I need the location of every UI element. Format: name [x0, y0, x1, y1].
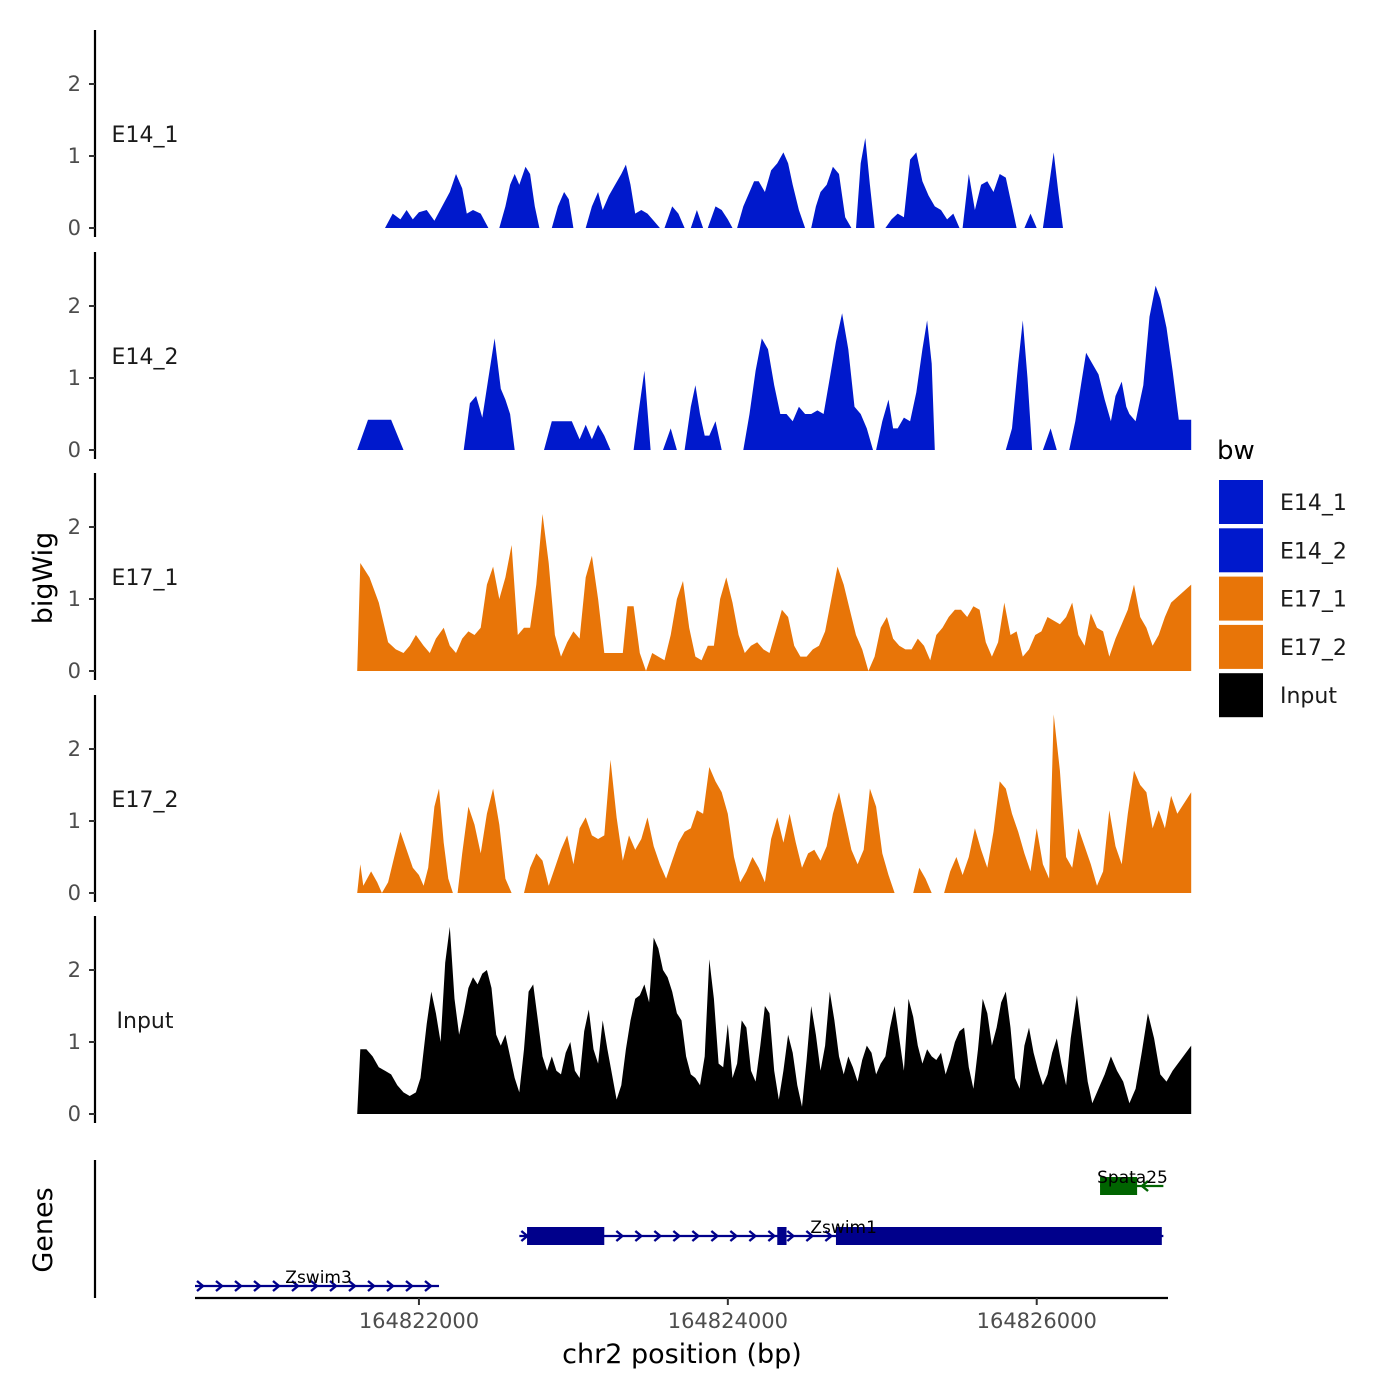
strand-arrow — [1140, 1180, 1149, 1192]
strand-arrow — [424, 1280, 433, 1292]
track-label: Input — [117, 1009, 174, 1034]
y-tick-label: 2 — [68, 294, 81, 318]
track-label: E14_1 — [112, 123, 179, 148]
legend-label: E17_2 — [1280, 636, 1347, 661]
y-tick-label: 0 — [68, 438, 81, 462]
legend: bw E14_1 E14_2 E17_1 E17_2 Input — [1217, 436, 1347, 718]
gene-label: Zswim3 — [285, 1268, 352, 1288]
strand-arrow — [367, 1280, 376, 1292]
area-Input — [357, 926, 1192, 1114]
y-tick-label: 2 — [68, 737, 81, 761]
exon — [835, 1227, 1162, 1245]
legend-label: Input — [1280, 684, 1337, 709]
exon — [777, 1227, 787, 1245]
strand-arrow — [215, 1280, 224, 1292]
strand-arrow — [729, 1230, 739, 1242]
area-E17_1 — [357, 514, 1192, 671]
strand-arrow — [329, 1280, 338, 1292]
gene-Spata25: Spata25 — [1097, 1168, 1168, 1195]
strand-arrow — [310, 1280, 319, 1292]
panel-E17_2: 0 1 2 E17_2 — [68, 695, 1192, 905]
legend-title: bw — [1217, 436, 1255, 466]
legend-swatch — [1219, 480, 1263, 524]
y-tick-label: 0 — [68, 881, 81, 905]
exon — [1100, 1177, 1138, 1195]
y-tick-label: 0 — [68, 1102, 81, 1126]
area-E17_2 — [357, 714, 1192, 893]
legend-swatch — [1219, 528, 1263, 573]
strand-arrow — [653, 1230, 663, 1242]
y-tick-label: 0 — [68, 659, 81, 683]
strand-arrow — [234, 1280, 243, 1292]
strand-arrow — [272, 1280, 281, 1292]
x-axis-title: chr2 position (bp) — [562, 1339, 802, 1370]
legend-entry-E14_1: E14_1 — [1219, 480, 1347, 524]
panel-E14_2: 0 1 2 E14_2 — [68, 252, 1192, 462]
strand-arrow — [386, 1280, 395, 1292]
y-axis-title: bigWig — [28, 532, 59, 625]
strand-arrow — [786, 1230, 796, 1242]
legend-swatch — [1219, 624, 1263, 669]
legend-entry-Input: Input — [1219, 673, 1337, 718]
track-label: E14_2 — [112, 345, 179, 370]
strand-arrow — [710, 1230, 720, 1242]
legend-label: E17_1 — [1280, 588, 1347, 613]
legend-entry-E17_1: E17_1 — [1219, 576, 1347, 621]
strand-arrow — [405, 1280, 414, 1292]
gene-Zswim3: Zswim3 — [195, 1268, 440, 1292]
legend-entry-E17_2: E17_2 — [1219, 624, 1347, 669]
exon — [527, 1227, 605, 1245]
strand-arrow — [824, 1230, 834, 1242]
y-tick-label: 2 — [68, 515, 81, 539]
strand-arrow — [691, 1230, 701, 1242]
gene-Zswim1: Zswim1 — [519, 1218, 1164, 1245]
legend-label: E14_2 — [1280, 539, 1347, 564]
legend-swatch — [1219, 673, 1263, 718]
gene-label: Spata25 — [1097, 1168, 1168, 1188]
y-tick-label: 0 — [68, 216, 81, 240]
strand-arrow — [672, 1230, 682, 1242]
y-tick-label: 1 — [68, 1030, 81, 1054]
x-tick-label: 164824000 — [668, 1309, 788, 1333]
area-E14_1 — [385, 138, 1063, 228]
strand-arrow — [767, 1230, 777, 1242]
legend-label: E14_1 — [1280, 491, 1347, 516]
area-E14_2 — [357, 285, 1192, 450]
strand-arrow — [196, 1280, 205, 1292]
y-tick-label: 2 — [68, 72, 81, 96]
x-axis: 164822000 164824000 164826000 — [195, 1296, 1168, 1333]
y-tick-label: 1 — [68, 809, 81, 833]
x-tick-label: 164826000 — [977, 1309, 1097, 1333]
track-panels: 0 1 2 E14_1 0 1 2 E14_2 0 1 2 E17_1 0 1 2 E17_2 0 1 2 Input — [68, 30, 1192, 1126]
y-tick-label: 1 — [68, 587, 81, 611]
y-tick-label: 2 — [68, 958, 81, 982]
legend-swatch — [1219, 576, 1263, 621]
strand-arrow — [634, 1230, 644, 1242]
legend-entry-E14_2: E14_2 — [1219, 528, 1347, 573]
track-label: E17_2 — [112, 788, 179, 813]
panel-Input: 0 1 2 Input — [68, 916, 1192, 1126]
y-tick-label: 1 — [68, 366, 81, 390]
strand-arrow — [348, 1280, 357, 1292]
gene-label: Zswim1 — [810, 1218, 877, 1238]
panel-E14_1: 0 1 2 E14_1 — [68, 30, 1063, 240]
genes-axis-title: Genes — [28, 1187, 59, 1272]
gene-track: Zswim3 Zswim1 Spata25 — [93, 1160, 1168, 1298]
strand-arrow — [615, 1230, 625, 1242]
strand-arrow — [748, 1230, 758, 1242]
strand-arrow — [291, 1280, 300, 1292]
x-tick-label: 164822000 — [359, 1309, 479, 1333]
strand-arrow — [805, 1230, 815, 1242]
y-tick-label: 1 — [68, 144, 81, 168]
panel-E17_1: 0 1 2 E17_1 — [68, 473, 1192, 683]
strand-arrow — [253, 1280, 262, 1292]
track-label: E17_1 — [112, 566, 179, 591]
